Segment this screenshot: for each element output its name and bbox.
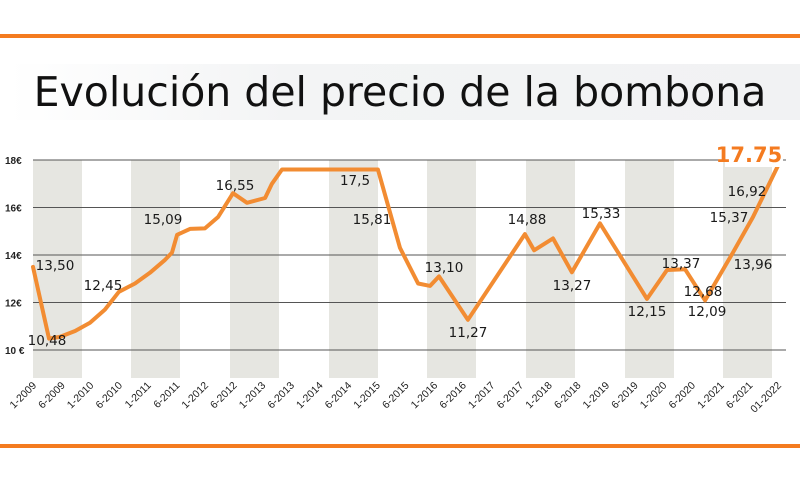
- x-tick-label: 1-2012: [179, 380, 211, 412]
- data-labels: 13,50 10,48 12,45 15,09 16,55 17,5 15,81 13,10 1…: [28, 141, 783, 349]
- data-label: 15,37: [710, 210, 749, 226]
- year-band: [329, 160, 378, 378]
- x-tick-label: 1-2019: [581, 380, 613, 412]
- y-tick-label: 10 €: [5, 346, 25, 357]
- y-tick-label: 12€: [5, 299, 22, 310]
- x-tick-label: 1-2013: [237, 380, 269, 412]
- y-tick-label: 18€: [5, 156, 22, 167]
- gridlines: [33, 159, 786, 351]
- data-label: 12,09: [688, 304, 727, 320]
- data-label: 12,45: [84, 278, 123, 294]
- data-label: 12,68: [684, 284, 723, 300]
- x-tick-label: 1-2020: [638, 380, 670, 412]
- x-tick-label: 6-2018: [552, 380, 584, 412]
- x-tick-label: 1-2016: [409, 380, 441, 412]
- data-label: 14,88: [508, 212, 547, 228]
- chart-title: Evolución del precio de la bombona: [33, 68, 767, 116]
- data-label: 12,15: [628, 304, 667, 320]
- data-label: 16,55: [216, 178, 255, 194]
- x-tick-label: 1-2010: [65, 380, 97, 412]
- x-tick-label: 1-2018: [523, 380, 555, 412]
- year-band: [33, 160, 82, 378]
- year-band: [427, 160, 476, 378]
- top-accent-bar: [0, 34, 800, 38]
- highlight-label-background: [725, 141, 783, 167]
- y-axis-labels: 18€ 16€ 14€ 12€ 10 €: [5, 156, 25, 357]
- x-tick-label: 6-2013: [265, 380, 297, 412]
- x-tick-label: 6-2017: [495, 380, 527, 412]
- data-label: 13,96: [734, 257, 773, 273]
- year-band: [526, 160, 575, 378]
- x-tick-label: 6-2011: [151, 380, 182, 411]
- x-tick-label: 1-2014: [294, 380, 326, 412]
- x-tick-label: 6-2016: [437, 380, 469, 412]
- data-label: 16,92: [728, 184, 767, 200]
- x-axis-labels: 1-20096-20091-20106-20101-20116-20111-20…: [8, 380, 785, 416]
- data-label: 13,50: [36, 258, 75, 274]
- data-label: 15,81: [353, 212, 392, 228]
- x-tick-label: 6-2020: [666, 380, 698, 412]
- x-tick-label: 1-2017: [466, 380, 498, 412]
- x-tick-label: 6-2019: [609, 380, 641, 412]
- title-background: [8, 64, 800, 120]
- data-label: 13,37: [662, 256, 701, 272]
- data-label: 15,33: [582, 206, 621, 222]
- x-tick-label: 6-2010: [93, 380, 125, 412]
- data-label: 10,48: [28, 333, 67, 349]
- data-label: 15,09: [144, 212, 183, 228]
- current-price-label: 17.75: [716, 143, 782, 167]
- y-tick-label: 14€: [5, 251, 22, 262]
- data-label: 17,5: [340, 173, 370, 189]
- price-line: [31, 163, 780, 341]
- bottom-accent-bar: [0, 444, 800, 448]
- data-label: 11,27: [449, 325, 488, 341]
- x-tick-label: 1-2021: [695, 380, 727, 412]
- x-tick-label: 6-2012: [208, 380, 240, 412]
- data-label: 13,10: [425, 260, 464, 276]
- x-tick-label: 01-2022: [748, 380, 784, 416]
- x-tick-label: 6-2009: [36, 380, 68, 412]
- x-tick-label: 6-2014: [323, 380, 355, 412]
- data-label: 13,27: [553, 278, 592, 294]
- y-tick-label: 16€: [5, 204, 22, 215]
- x-tick-label: 1-2011: [123, 380, 154, 411]
- x-tick-label: 6-2015: [380, 380, 412, 412]
- x-tick-label: 1-2009: [8, 380, 40, 412]
- x-tick-label: 1-2015: [351, 380, 383, 412]
